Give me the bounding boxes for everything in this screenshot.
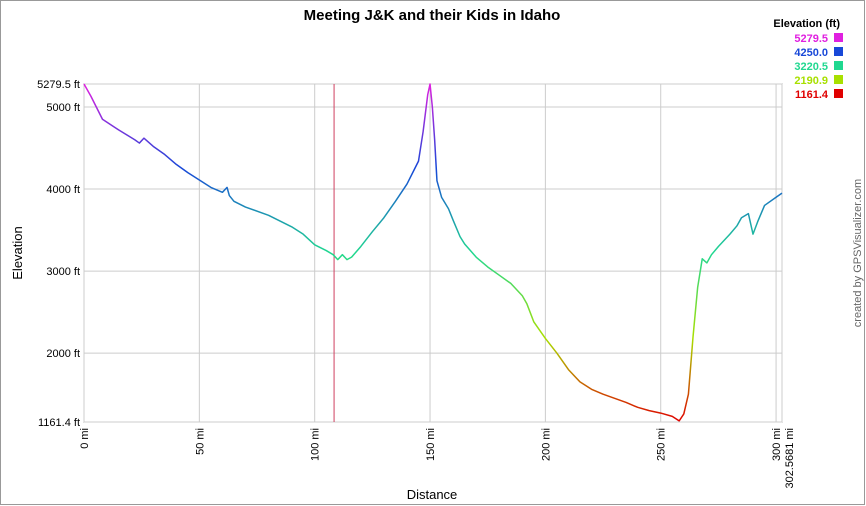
y-tick-label: 5000 ft (46, 102, 80, 114)
y-tick-label: 3000 ft (46, 266, 80, 278)
elevation-line (83, 83, 783, 422)
legend-title: Elevation (ft) (773, 18, 840, 30)
x-axis-label: Distance (407, 487, 458, 502)
y-axis-label: Elevation (10, 226, 25, 279)
x-tick-label: 302.5681 mi (784, 428, 796, 489)
x-tick-label: 100 mi (310, 428, 322, 461)
y-tick-label: 5279.5 ft (37, 79, 80, 91)
legend-swatch (834, 61, 843, 70)
x-tick-label: 150 mi (425, 428, 437, 461)
legend-label: 5279.5 (794, 33, 828, 45)
x-tick-label: 50 mi (194, 428, 206, 455)
x-tick-label: 300 mi (771, 428, 783, 461)
legend-label: 4250.0 (794, 47, 828, 59)
legend-swatch (834, 47, 843, 56)
credit: created by GPSVisualizer.com (852, 179, 864, 327)
legend-swatch (834, 75, 843, 84)
x-tick-label: 200 mi (540, 428, 552, 461)
y-tick-label: 1161.4 ft (38, 417, 80, 429)
legend-label: 2190.9 (794, 75, 828, 87)
legend-label: 3220.5 (794, 61, 828, 73)
plot-area (83, 83, 783, 423)
y-tick-label: 2000 ft (46, 348, 80, 360)
x-tick-label: 0 mi (79, 428, 91, 449)
y-tick-label: 4000 ft (46, 184, 80, 196)
legend-swatch (834, 89, 843, 98)
chart-title: Meeting J&K and their Kids in Idaho (304, 7, 561, 24)
legend-swatch (834, 33, 843, 42)
legend-label: 1161.4 (795, 89, 829, 101)
x-tick-label: 250 mi (656, 428, 668, 461)
